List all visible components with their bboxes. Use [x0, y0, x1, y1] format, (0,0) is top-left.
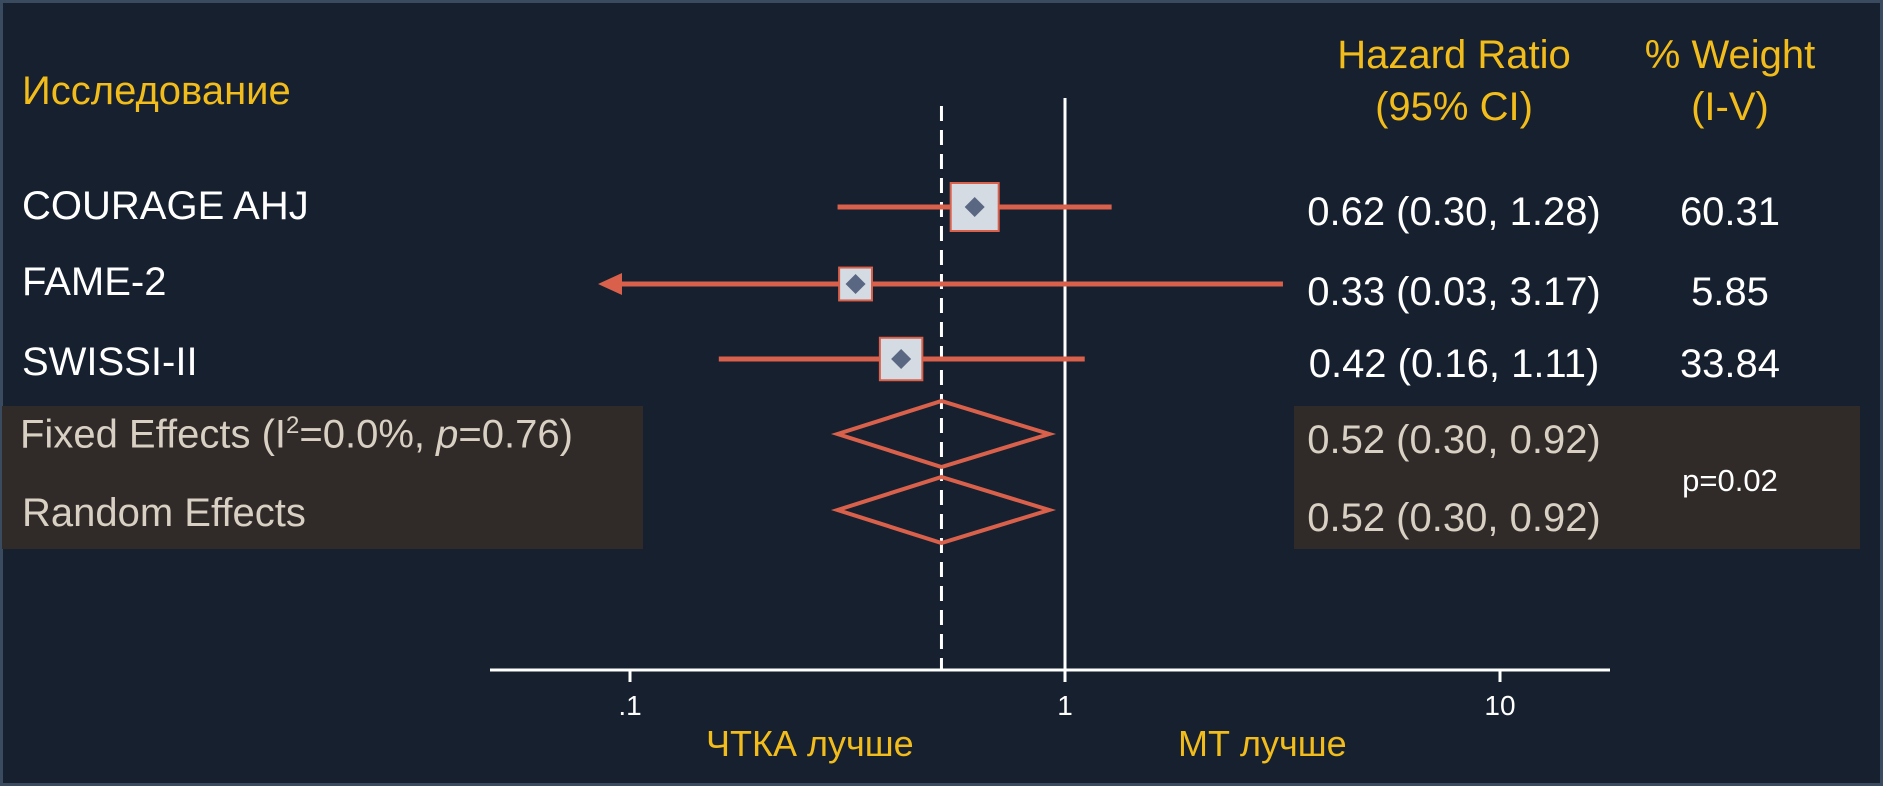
x-tick-label-2: 10	[1484, 690, 1515, 721]
hazard-ratio-header-line2: (95% CI)	[1375, 85, 1533, 129]
ci-text-courage: 0.62 (0.30, 1.28)	[1307, 190, 1601, 234]
ci-truncation-arrow-study-2	[598, 273, 622, 295]
study-column-header: Исследование	[22, 69, 291, 113]
pooled-diamond-random	[830, 474, 1057, 546]
ci-text-random: 0.52 (0.30, 0.92)	[1307, 496, 1601, 540]
study-label-fame2: FAME-2	[22, 260, 167, 304]
weight-fame2: 5.85	[1691, 270, 1769, 314]
point-estimate-study-2	[845, 274, 866, 294]
x-tick-label-1: 1	[1057, 690, 1073, 721]
x-tick-label-0: .1	[618, 690, 641, 721]
weight-header-line1: % Weight	[1644, 33, 1816, 77]
weight-header-line2: (I-V)	[1691, 85, 1769, 129]
pooled-band-right	[1294, 406, 1860, 549]
weight-swissi: 33.84	[1679, 342, 1781, 386]
overall-p-value: p=0.02	[1682, 463, 1778, 498]
pooled-diamond-fixed	[830, 398, 1057, 470]
ci-text-fame2: 0.33 (0.03, 3.17)	[1307, 270, 1601, 314]
pooled-band-left	[2, 406, 643, 549]
point-estimate-study-3	[891, 349, 912, 369]
weight-courage: 60.31	[1679, 190, 1781, 234]
favors-pci-label: ЧТКА лучше	[706, 723, 914, 764]
study-label-courage: COURAGE AHJ	[22, 184, 309, 228]
ci-text-fixed: 0.52 (0.30, 0.92)	[1307, 418, 1601, 462]
point-estimate-study-1	[964, 197, 985, 217]
hazard-ratio-header-line1: Hazard Ratio	[1337, 33, 1571, 77]
ci-text-swissi: 0.42 (0.16, 1.11)	[1308, 342, 1600, 386]
favors-mt-label: МТ лучше	[1178, 723, 1347, 764]
study-label-swissi: SWISSI-II	[22, 340, 198, 384]
fixed-effects-label: Fixed Effects (I2=0.0%, p=0.76)	[20, 412, 573, 457]
random-effects-label: Random Effects	[22, 491, 306, 535]
